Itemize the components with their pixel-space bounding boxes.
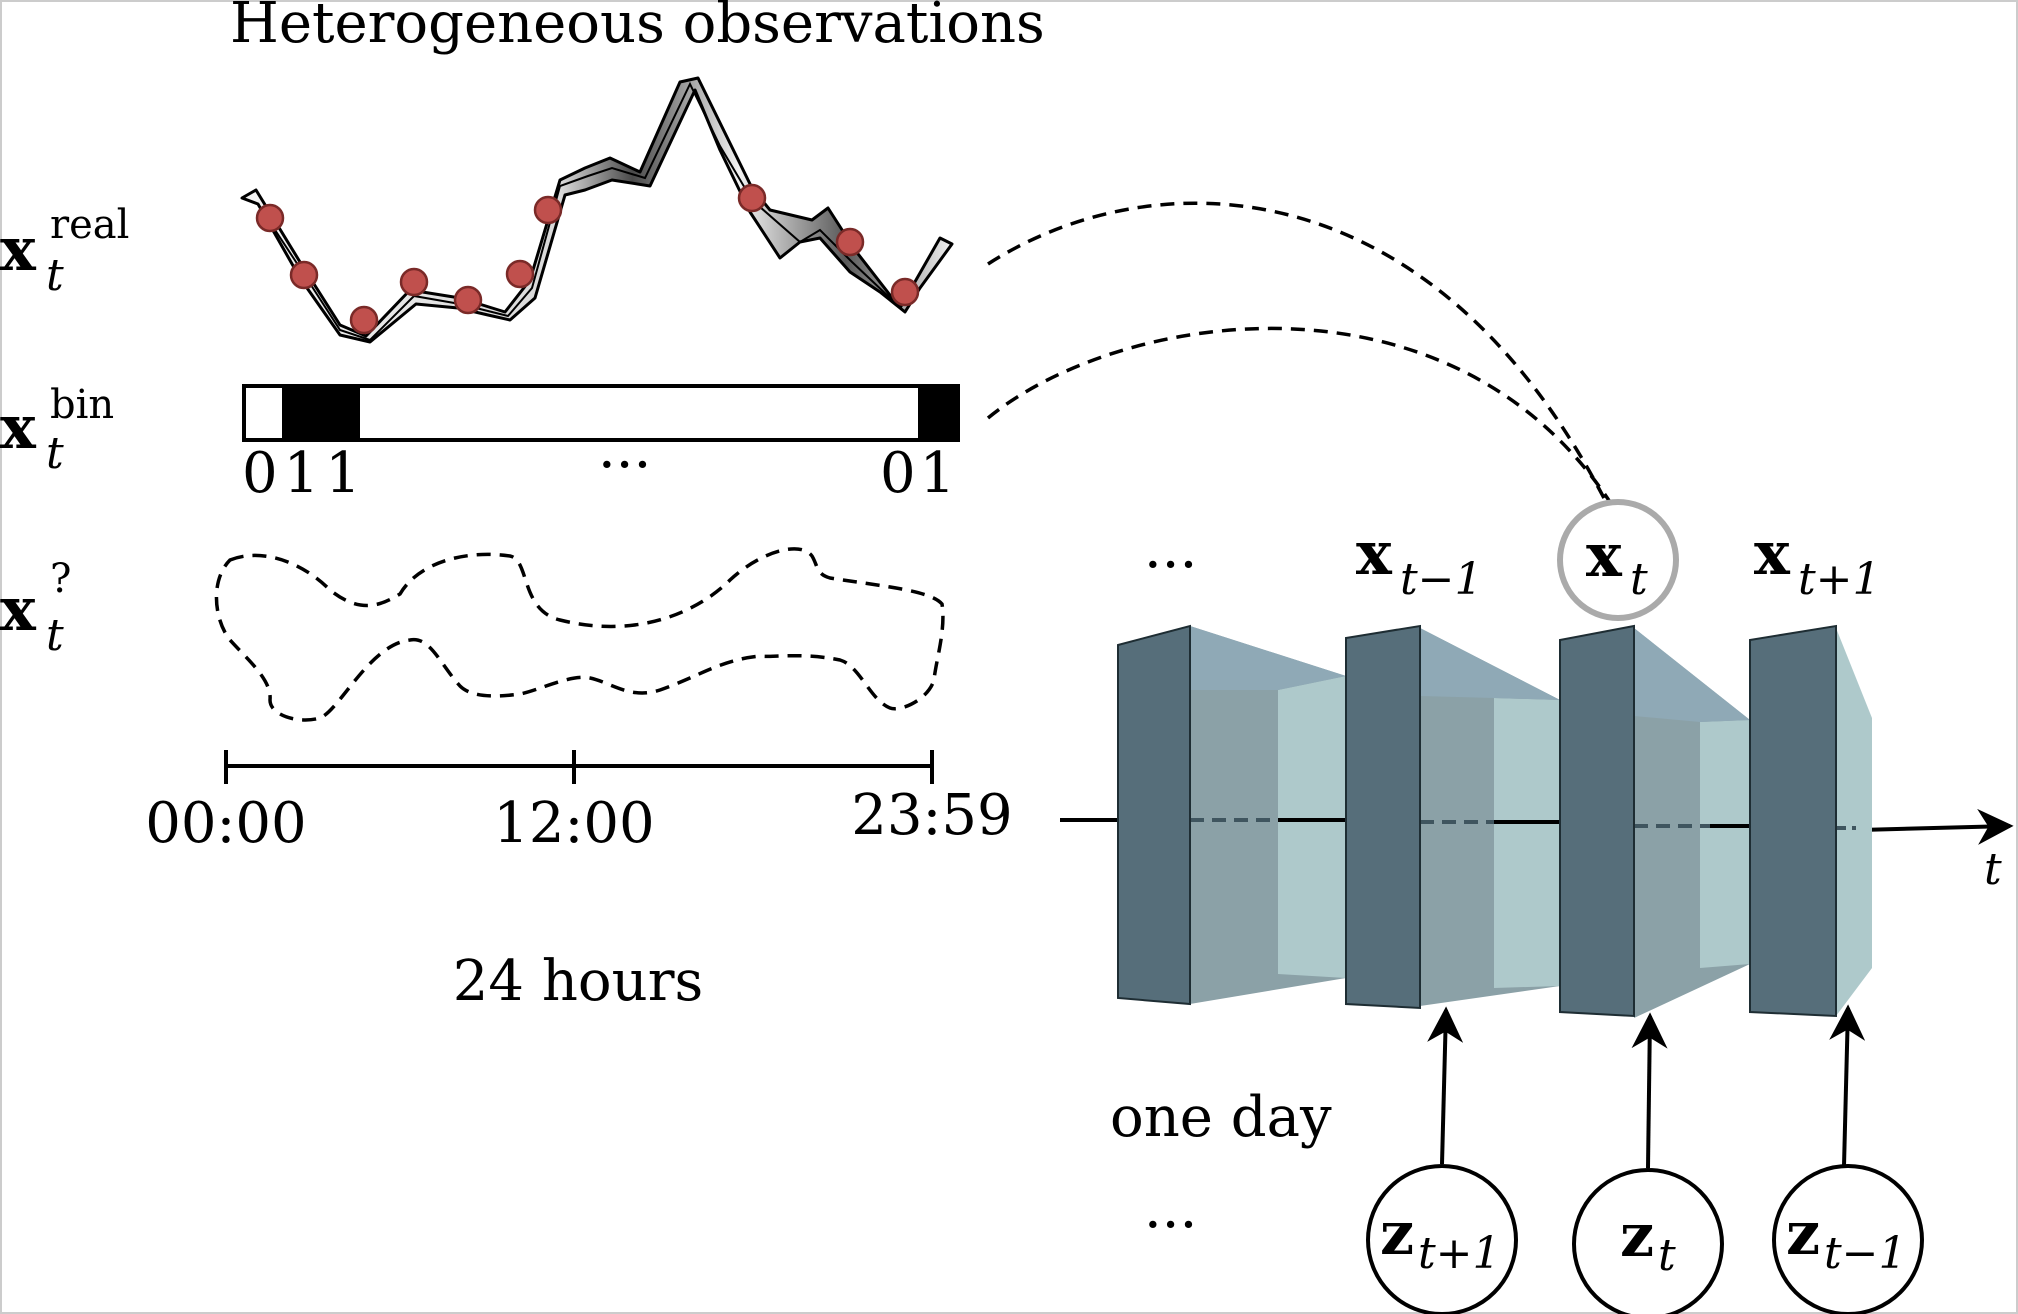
figure-title: Heterogeneous observations — [230, 0, 1045, 56]
highlight-circle — [1557, 499, 1679, 621]
row-bin-sub: t — [46, 428, 64, 479]
row-real-sup: real — [50, 202, 129, 248]
bottom-ellipsis: ··· — [1144, 1193, 1197, 1258]
unknown-modality-blob — [214, 547, 945, 722]
row-unknown-base: x — [0, 575, 37, 645]
row-unknown-sub: t — [46, 610, 64, 661]
connector-arc-real — [987, 201, 1608, 503]
observation-dot — [890, 277, 920, 307]
timeline-axis: 00:00 12:00 23:59 24 hours — [145, 750, 1013, 1014]
row-real-sub: t — [46, 250, 64, 301]
input-nodes: one day ··· z t+1 z t z t−1 — [1110, 1085, 1924, 1314]
output-x-prev-sub: t−1 — [1400, 554, 1483, 605]
observation-dots — [255, 183, 920, 335]
observation-dot — [399, 267, 429, 297]
timeline-tick-mid: 12:00 — [493, 791, 654, 856]
input-node-z-next — [1366, 1164, 1518, 1314]
timeline-caption: 24 hours — [453, 949, 703, 1014]
row-label-bin: x bin t — [0, 382, 114, 479]
input-z-next-sub: t+1 — [1418, 1228, 1501, 1279]
output-x-prev-base: x — [1356, 519, 1393, 589]
output-labels: ··· x t−1 x t x t+1 — [1144, 499, 1881, 621]
output-x-next-base: x — [1754, 519, 1791, 589]
real-valued-ribbon — [240, 76, 954, 344]
network-blocks — [1117, 624, 1872, 1018]
observation-dot — [737, 183, 767, 213]
observation-dot — [505, 259, 535, 289]
output-x-next-sub: t+1 — [1798, 554, 1881, 605]
timeline-tick-start: 00:00 — [145, 791, 306, 856]
timeline-tick-end: 23:59 — [851, 783, 1012, 848]
output-x-current-base: x — [1586, 521, 1623, 591]
input-node-z-current — [1572, 1168, 1724, 1314]
time-axis: t — [1060, 808, 2014, 895]
input-arrows — [1427, 1004, 1866, 1169]
input-z-current-sub: t — [1658, 1230, 1676, 1281]
row-bin-sup: bin — [50, 382, 114, 428]
input-z-prev-base: z — [1786, 1199, 1820, 1269]
observation-dot — [349, 305, 379, 335]
observation-dot — [453, 285, 483, 315]
network-block — [1749, 624, 1872, 1018]
output-x-current: x t — [1586, 521, 1648, 605]
row-label-real: x real t — [0, 202, 129, 301]
row-real-base: x — [0, 215, 37, 285]
binary-digits-left: 011 — [242, 441, 367, 506]
binary-on-segment — [918, 386, 958, 440]
network-block — [1345, 624, 1560, 1010]
input-z-next-base: z — [1380, 1199, 1414, 1269]
row-bin-base: x — [0, 393, 37, 463]
time-axis-label: t — [1984, 844, 2002, 895]
input-z-current-base: z — [1620, 1201, 1654, 1271]
top-ellipsis: ··· — [1144, 533, 1197, 598]
output-x-current-sub: t — [1630, 554, 1648, 605]
binary-ellipsis: ··· — [598, 433, 651, 498]
connector-arc-bin — [986, 326, 1612, 503]
day-label: one day — [1110, 1085, 1332, 1150]
binary-on-segment — [282, 386, 360, 440]
row-unknown-sup: ? — [50, 556, 71, 602]
input-z-prev-sub: t−1 — [1824, 1228, 1907, 1279]
binary-bar: 011 ··· 01 — [242, 384, 960, 506]
input-node-z-prev — [1772, 1164, 1924, 1314]
observation-dot — [289, 260, 319, 290]
row-label-unknown: x ? t — [0, 556, 71, 661]
observation-dot — [255, 203, 285, 233]
binary-digits-right: 01 — [880, 441, 959, 506]
network-block — [1559, 624, 1750, 1018]
output-x-prev: x t−1 — [1356, 519, 1483, 605]
observation-dot — [533, 195, 563, 225]
observation-dot — [835, 227, 865, 257]
network-block — [1117, 624, 1346, 1006]
output-x-next: x t+1 — [1754, 519, 1881, 605]
